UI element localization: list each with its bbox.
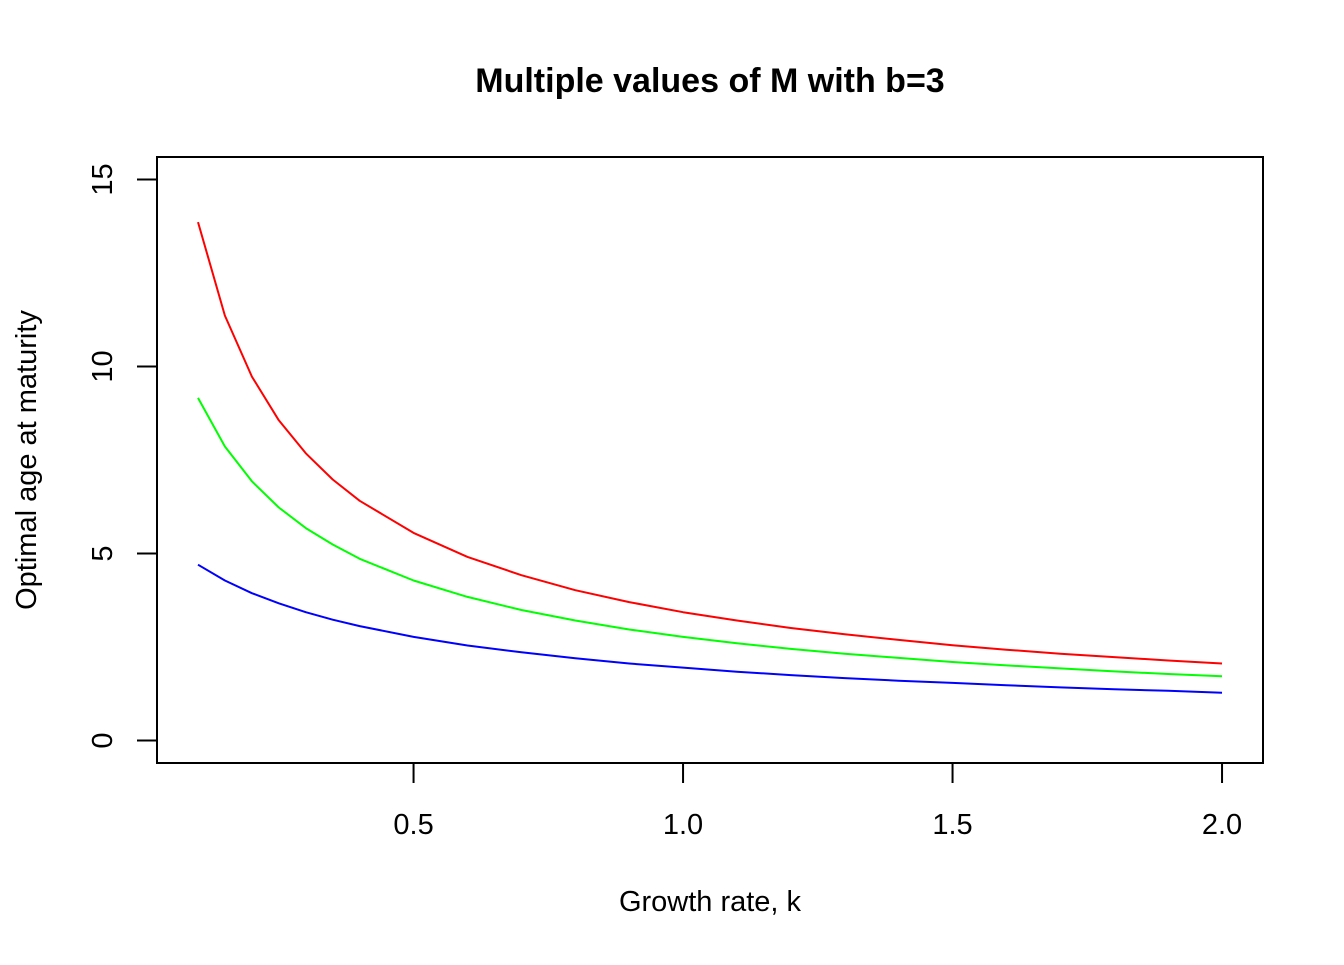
series-line-m-0-5 <box>197 563 1223 694</box>
y-axis: 0 5 10 15 <box>87 163 157 749</box>
y-tick-label: 15 <box>87 163 119 195</box>
y-tick-label: 0 <box>87 732 119 748</box>
x-axis-label: Growth rate, k <box>619 886 802 918</box>
y-axis-label: Optimal age at maturity <box>11 310 43 610</box>
x-tick-label: 1.0 <box>663 809 703 841</box>
x-tick-label: 1.5 <box>932 809 972 841</box>
y-tick-label: 5 <box>87 545 119 561</box>
y-tick-label: 10 <box>87 350 119 382</box>
x-tick-label: 2.0 <box>1202 809 1242 841</box>
chart-title: Multiple values of M with b=3 <box>475 62 944 100</box>
x-axis: 0.5 1.0 1.5 2.0 <box>393 763 1242 841</box>
x-tick-label: 0.5 <box>393 809 433 841</box>
series-lines <box>197 221 1223 694</box>
plot-frame <box>156 156 1264 764</box>
series-line-m-0-2 <box>197 397 1223 678</box>
series-line-m-0-1 <box>197 221 1223 665</box>
